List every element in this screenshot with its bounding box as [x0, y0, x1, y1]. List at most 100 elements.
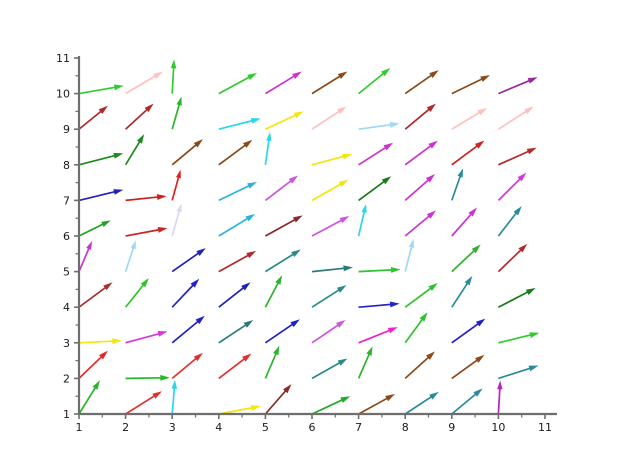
arrow-shaft	[218, 119, 254, 131]
quiver-arrow	[218, 353, 252, 380]
axes-layer	[74, 56, 557, 419]
arrow-shaft	[357, 352, 371, 379]
arrow-head	[288, 175, 299, 184]
arrow-head	[475, 140, 485, 149]
quiver-arrow	[218, 118, 261, 131]
quiver-arrow	[404, 174, 436, 202]
quiver-arrow	[451, 207, 477, 237]
arrow-head	[283, 384, 292, 394]
quiver-arrow	[451, 244, 481, 273]
y-tick-label: 3	[63, 337, 70, 350]
quiver-arrow	[125, 374, 170, 381]
arrow-head	[245, 213, 256, 222]
quiver-arrow	[498, 77, 538, 95]
quiver-arrow	[78, 338, 122, 345]
quiver-arrow	[218, 139, 253, 166]
quiver-arrow	[358, 301, 400, 309]
quiver-arrow	[451, 388, 483, 415]
y-tick-label: 1	[63, 408, 70, 421]
x-tick-label: 3	[169, 421, 176, 434]
arrow-head	[113, 152, 124, 159]
arrow-head	[428, 282, 438, 292]
y-tick-label: 11	[56, 52, 70, 65]
y-tick-label: 8	[63, 159, 70, 172]
quiver-arrow	[311, 153, 353, 166]
arrow-shaft	[124, 140, 141, 166]
arrow-shaft	[218, 357, 246, 380]
arrow-head	[273, 345, 280, 356]
arrow-head	[366, 346, 373, 356]
arrow-head	[419, 312, 428, 322]
arrow-shaft	[78, 154, 116, 166]
quiver-arrow	[264, 384, 292, 415]
arrow-shaft	[404, 108, 431, 130]
arrow-head	[361, 203, 367, 213]
arrow-head	[525, 287, 536, 295]
arrow-shaft	[497, 248, 523, 273]
arrow-shaft	[125, 74, 157, 95]
arrow-head	[136, 134, 145, 144]
quiver-arrow	[264, 175, 299, 202]
quiver-arrow	[404, 351, 436, 380]
arrow-head	[381, 67, 391, 77]
quiver-arrow	[171, 203, 182, 237]
y-tick-label: 5	[63, 266, 70, 279]
arrow-head	[471, 244, 481, 254]
quiver-arrow	[171, 352, 203, 380]
quiver-arrow	[264, 132, 272, 165]
arrow-shaft	[358, 397, 389, 415]
arrow-shaft	[311, 267, 346, 273]
arrow-head	[429, 70, 439, 78]
arrow-shaft	[78, 286, 107, 308]
quiver-arrow	[450, 168, 463, 201]
arrow-head	[292, 71, 302, 79]
arrow-head	[250, 118, 261, 124]
arrow-head	[468, 207, 477, 217]
quiver-arrow	[125, 71, 163, 95]
quiver-arrow	[497, 380, 503, 415]
quiver-arrow	[264, 319, 300, 344]
quiver-arrow	[498, 365, 539, 380]
arrow-shaft	[218, 184, 251, 202]
arrow-shaft	[498, 290, 529, 308]
arrow-head	[389, 121, 400, 128]
arrow-shaft	[311, 323, 340, 344]
quiver-arrow	[124, 240, 136, 272]
quiver-arrow	[404, 103, 436, 130]
arrow-shaft	[218, 217, 249, 237]
arrow-head	[86, 240, 93, 250]
quiver-arrow	[311, 265, 354, 273]
arrow-head	[140, 278, 149, 288]
x-tick-label: 8	[402, 421, 409, 434]
arrow-head	[171, 379, 178, 389]
arrow-shaft	[218, 286, 245, 308]
quiver-arrow	[171, 248, 206, 273]
quiver-arrow	[404, 391, 439, 415]
arrow-head	[426, 210, 436, 219]
arrow-shaft	[125, 394, 156, 415]
quiver-arrow	[498, 332, 540, 344]
arrow-head	[242, 353, 252, 362]
arrow-shaft	[124, 246, 135, 272]
quiver-arrow	[358, 394, 395, 415]
arrow-head	[266, 132, 272, 141]
arrow-head	[387, 327, 398, 334]
quiver-arrow	[125, 331, 168, 344]
arrow-shaft	[78, 222, 105, 237]
arrow-shaft	[311, 219, 343, 237]
arrow-shaft	[78, 247, 91, 272]
arrow-shaft	[264, 352, 278, 379]
quiver-arrow	[125, 227, 168, 237]
arrow-head	[381, 176, 392, 185]
quiver-arrow	[404, 282, 438, 308]
arrow-shaft	[264, 218, 297, 237]
arrow-shaft	[311, 110, 341, 130]
arrow-shaft	[125, 332, 161, 344]
arrow-shaft	[358, 329, 391, 344]
arrow-shaft	[171, 176, 180, 201]
arrow-head	[473, 388, 483, 397]
quiver-arrow	[78, 84, 124, 95]
arrow-shaft	[498, 367, 532, 380]
arrow-shaft	[78, 190, 116, 202]
